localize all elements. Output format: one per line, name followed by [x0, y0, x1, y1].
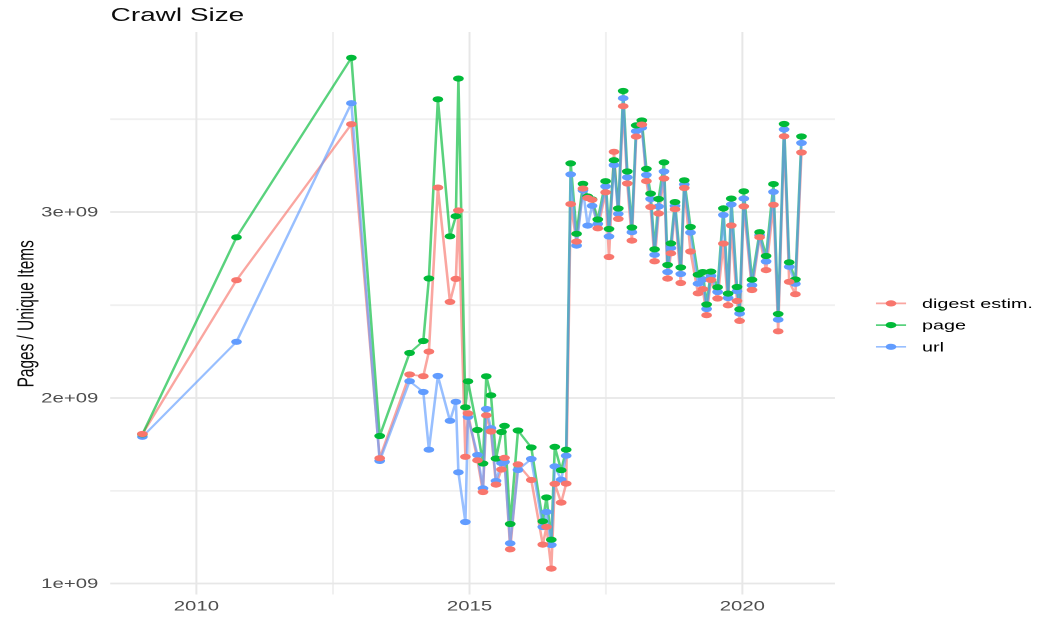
svg-text:url: url [922, 340, 944, 355]
svg-text:page: page [922, 318, 966, 333]
svg-text:Crawl Size: Crawl Size [111, 5, 245, 25]
svg-text:2020: 2020 [720, 598, 765, 614]
svg-text:1e+09: 1e+09 [41, 576, 98, 592]
svg-text:2010: 2010 [174, 598, 219, 614]
svg-text:Pages / Unique Items: Pages / Unique Items [13, 240, 39, 387]
svg-text:2e+09: 2e+09 [41, 390, 98, 406]
svg-text:2015: 2015 [447, 598, 492, 614]
svg-text:digest estim.: digest estim. [922, 296, 1033, 311]
svg-text:3e+09: 3e+09 [41, 204, 98, 220]
